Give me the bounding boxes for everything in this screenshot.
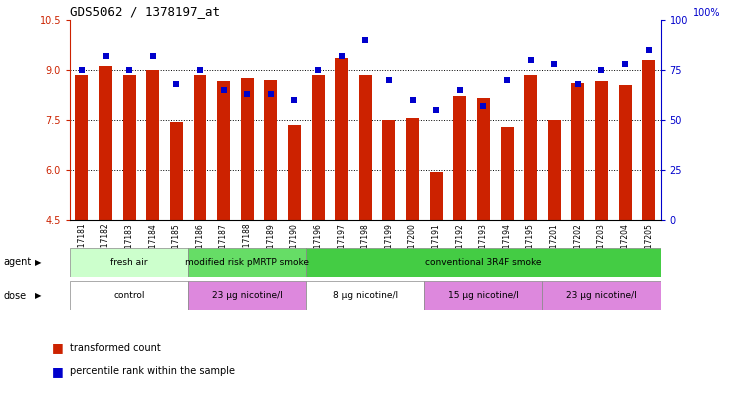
Point: [336, 53, 348, 59]
Bar: [188, 248, 306, 277]
Text: percentile rank within the sample: percentile rank within the sample: [70, 366, 235, 376]
Point: [100, 53, 111, 59]
Point: [501, 77, 513, 83]
Bar: [241, 78, 254, 220]
Bar: [382, 120, 396, 220]
Bar: [524, 75, 537, 220]
Bar: [288, 125, 301, 220]
Bar: [311, 75, 325, 220]
Point: [572, 81, 584, 87]
Point: [596, 67, 607, 73]
Point: [76, 67, 88, 73]
Bar: [430, 172, 443, 220]
Point: [619, 61, 631, 67]
Text: control: control: [114, 291, 145, 300]
Bar: [99, 66, 112, 220]
Point: [123, 67, 135, 73]
Bar: [542, 281, 661, 310]
Text: 8 μg nicotine/l: 8 μg nicotine/l: [333, 291, 398, 300]
Text: fresh air: fresh air: [111, 258, 148, 267]
Text: 23 μg nicotine/l: 23 μg nicotine/l: [212, 291, 283, 300]
Text: 15 μg nicotine/l: 15 μg nicotine/l: [448, 291, 519, 300]
Point: [454, 87, 466, 93]
Bar: [618, 85, 632, 220]
Point: [359, 37, 371, 43]
Bar: [477, 98, 490, 220]
Point: [147, 53, 159, 59]
Bar: [306, 248, 661, 277]
Bar: [406, 118, 419, 220]
Point: [407, 97, 418, 103]
Bar: [75, 75, 89, 220]
Text: ▶: ▶: [35, 291, 42, 300]
Text: 100%: 100%: [693, 7, 720, 18]
Point: [430, 107, 442, 113]
Text: GDS5062 / 1378197_at: GDS5062 / 1378197_at: [70, 6, 220, 18]
Bar: [306, 281, 424, 310]
Bar: [453, 97, 466, 220]
Text: transformed count: transformed count: [70, 343, 161, 353]
Bar: [595, 81, 608, 220]
Bar: [571, 83, 584, 220]
Point: [265, 91, 277, 97]
Text: 23 μg nicotine/l: 23 μg nicotine/l: [566, 291, 637, 300]
Text: ■: ■: [52, 341, 63, 354]
Point: [218, 87, 230, 93]
Bar: [548, 120, 561, 220]
Bar: [123, 75, 136, 220]
Point: [289, 97, 300, 103]
Point: [383, 77, 395, 83]
Point: [548, 61, 560, 67]
Bar: [335, 58, 348, 220]
Text: conventional 3R4F smoke: conventional 3R4F smoke: [425, 258, 542, 267]
Text: ■: ■: [52, 365, 63, 378]
Text: modified risk pMRTP smoke: modified risk pMRTP smoke: [185, 258, 309, 267]
Point: [170, 81, 182, 87]
Bar: [70, 248, 188, 277]
Bar: [188, 281, 306, 310]
Text: agent: agent: [4, 257, 32, 267]
Bar: [424, 281, 542, 310]
Point: [477, 103, 489, 109]
Point: [312, 67, 324, 73]
Bar: [500, 127, 514, 220]
Text: ▶: ▶: [35, 258, 42, 267]
Point: [241, 91, 253, 97]
Point: [643, 47, 655, 53]
Bar: [146, 70, 159, 220]
Bar: [217, 81, 230, 220]
Bar: [70, 281, 188, 310]
Bar: [170, 121, 183, 220]
Bar: [642, 60, 655, 220]
Point: [194, 67, 206, 73]
Text: dose: dose: [4, 291, 27, 301]
Bar: [264, 80, 277, 220]
Bar: [193, 75, 207, 220]
Bar: [359, 75, 372, 220]
Point: [525, 57, 537, 63]
